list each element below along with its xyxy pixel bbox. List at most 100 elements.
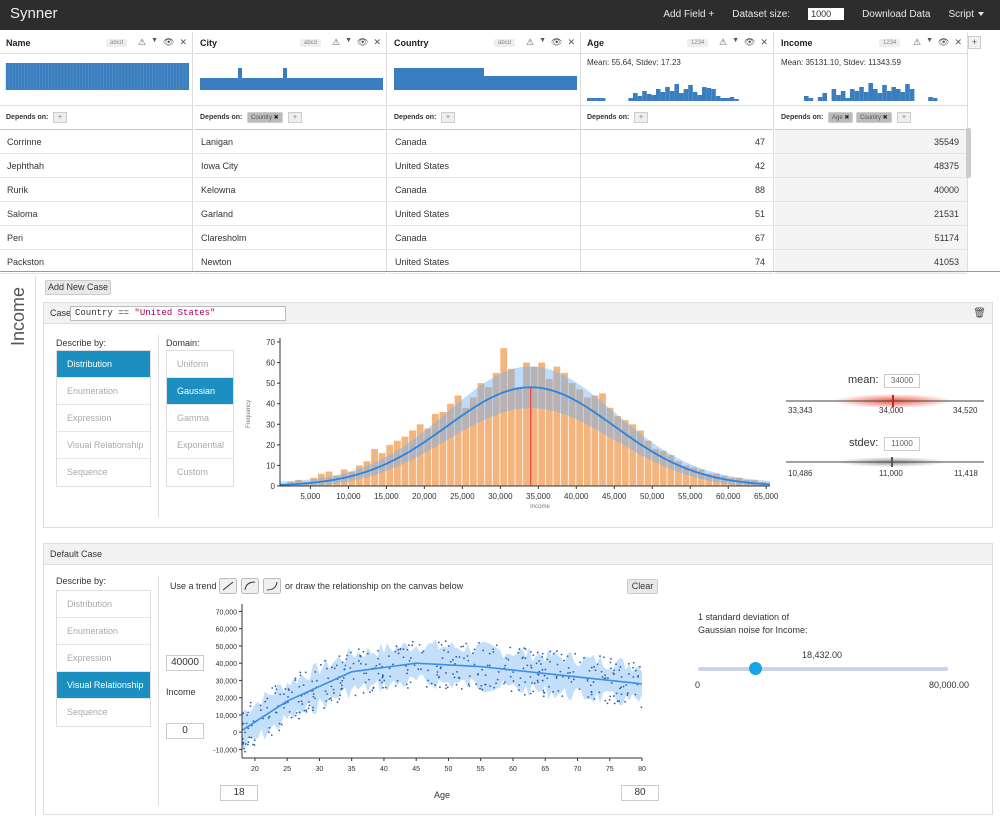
table-cell[interactable]: Corrinne <box>0 130 192 154</box>
table-cell[interactable]: United States <box>388 250 580 274</box>
column-header[interactable]: Age 1234 ⚠ ▼ 👁 ✕ <box>581 32 773 54</box>
close-icon[interactable]: ✕ <box>954 37 962 47</box>
menu-item-exponential[interactable]: Exponential <box>167 432 233 459</box>
table-cell[interactable]: Saloma <box>0 202 192 226</box>
remove-icon[interactable]: ✖ <box>881 115 888 121</box>
linear-trend-button[interactable] <box>219 578 237 594</box>
table-cell[interactable]: United States <box>388 202 580 226</box>
warning-icon[interactable]: ⚠ <box>526 37 535 47</box>
table-cell[interactable]: 42 <box>581 154 773 178</box>
noise-slider-handle[interactable] <box>749 662 762 675</box>
remove-icon[interactable]: ✖ <box>272 115 279 121</box>
eye-icon[interactable]: 👁 <box>551 37 563 47</box>
dataset-size-input[interactable]: 1000 <box>808 8 845 20</box>
menu-item-gaussian[interactable]: Gaussian <box>167 378 233 405</box>
filter-icon[interactable]: ▼ <box>926 37 934 44</box>
concave-trend-button[interactable] <box>241 578 259 594</box>
column-header[interactable]: Name abcd ⚠ ▼ 👁 ✕ <box>0 32 192 54</box>
split-divider[interactable] <box>0 271 1000 272</box>
x-max-input[interactable]: 80 <box>621 785 659 801</box>
table-cell[interactable]: 88 <box>581 178 773 202</box>
table-cell[interactable]: Kelowna <box>194 178 386 202</box>
add-dependency-button[interactable]: + <box>288 112 302 123</box>
menu-item-expression[interactable]: Expression <box>57 645 150 672</box>
menu-item-gamma[interactable]: Gamma <box>167 405 233 432</box>
table-cell[interactable]: Canada <box>388 226 580 250</box>
download-data-button[interactable]: Download Data <box>862 8 931 20</box>
menu-item-enumeration[interactable]: Enumeration <box>57 378 150 405</box>
warning-icon[interactable]: ⚠ <box>913 37 922 47</box>
table-cell[interactable]: Iowa City <box>194 154 386 178</box>
menu-item-sequence[interactable]: Sequence <box>57 459 150 486</box>
table-cell[interactable]: 48375 <box>775 154 967 178</box>
table-cell[interactable]: Newton <box>194 250 386 274</box>
convex-trend-button[interactable] <box>263 578 281 594</box>
eye-icon[interactable]: 👁 <box>163 37 175 47</box>
menu-item-visual-relationship[interactable]: Visual Relationship <box>57 672 150 699</box>
add-dependency-button[interactable]: + <box>441 112 455 123</box>
close-icon[interactable]: ✕ <box>567 37 575 47</box>
table-scrollbar[interactable] <box>966 128 971 178</box>
eye-icon[interactable]: 👁 <box>744 37 756 47</box>
column-header[interactable]: Country abcd ⚠ ▼ 👁 ✕ <box>388 32 580 54</box>
table-cell[interactable]: 21531 <box>775 202 967 226</box>
table-cell[interactable]: 47 <box>581 130 773 154</box>
warning-icon[interactable]: ⚠ <box>719 37 728 47</box>
table-cell[interactable]: 51174 <box>775 226 967 250</box>
add-dependency-button[interactable]: + <box>53 112 67 123</box>
menu-item-expression[interactable]: Expression <box>57 405 150 432</box>
table-cell[interactable]: Peri <box>0 226 192 250</box>
mean-slider[interactable] <box>786 391 984 417</box>
table-cell[interactable]: 67 <box>581 226 773 250</box>
close-icon[interactable]: ✕ <box>373 37 381 47</box>
stdev-slider[interactable] <box>786 454 984 474</box>
filter-icon[interactable]: ▼ <box>539 37 547 44</box>
add-dependency-button[interactable]: + <box>897 112 911 123</box>
table-cell[interactable]: Jephthah <box>0 154 192 178</box>
table-cell[interactable]: Lanigan <box>194 130 386 154</box>
x-min-input[interactable]: 18 <box>220 785 258 801</box>
relationship-canvas[interactable]: -10,000 0 10,000 20,000 30,000 40,000 50,000 60… <box>205 600 655 802</box>
table-cell[interactable]: 51 <box>581 202 773 226</box>
filter-icon[interactable]: ▼ <box>151 37 159 44</box>
menu-item-uniform[interactable]: Uniform <box>167 351 233 378</box>
close-icon[interactable]: ✕ <box>760 37 768 47</box>
y-value-input[interactable]: 40000 <box>166 655 204 671</box>
table-cell[interactable]: Rurik <box>0 178 192 202</box>
table-cell[interactable]: Canada <box>388 178 580 202</box>
table-cell[interactable]: Packston <box>0 250 192 274</box>
clear-button[interactable]: Clear <box>627 579 658 594</box>
noise-slider-track[interactable] <box>698 667 948 671</box>
table-cell[interactable]: United States <box>388 154 580 178</box>
depends-chip[interactable]: Country ✖ <box>247 112 283 123</box>
menu-item-distribution[interactable]: Distribution <box>57 591 150 618</box>
eye-icon[interactable]: 👁 <box>938 37 950 47</box>
remove-icon[interactable]: ✖ <box>842 115 850 121</box>
table-cell[interactable]: Claresholm <box>194 226 386 250</box>
eye-icon[interactable]: 👁 <box>357 37 369 47</box>
y-min-input[interactable]: 0 <box>166 723 204 739</box>
table-cell[interactable]: Garland <box>194 202 386 226</box>
menu-item-enumeration[interactable]: Enumeration <box>57 618 150 645</box>
stdev-input[interactable]: 11000 <box>884 437 920 451</box>
table-cell[interactable]: 41053 <box>775 250 967 274</box>
close-icon[interactable]: ✕ <box>179 37 187 47</box>
table-cell[interactable]: 40000 <box>775 178 967 202</box>
script-menu[interactable]: Script <box>948 9 984 20</box>
filter-icon[interactable]: ▼ <box>732 37 740 44</box>
add-field-button[interactable]: Add Field + <box>663 8 715 20</box>
column-header[interactable]: City abcd ⚠ ▼ 👁 ✕ <box>194 32 386 54</box>
add-dependency-button[interactable]: + <box>634 112 648 123</box>
column-header[interactable]: Income 1234 ⚠ ▼ 👁 ✕ <box>775 32 967 54</box>
table-cell[interactable]: Canada <box>388 130 580 154</box>
depends-chip[interactable]: Country ✖ <box>856 112 892 123</box>
add-new-case-button[interactable]: Add New Case <box>45 280 111 295</box>
warning-icon[interactable]: ⚠ <box>332 37 341 47</box>
menu-item-sequence[interactable]: Sequence <box>57 699 150 726</box>
depends-chip[interactable]: Age ✖ <box>828 112 854 123</box>
warning-icon[interactable]: ⚠ <box>138 37 147 47</box>
table-cell[interactable]: 35549 <box>775 130 967 154</box>
filter-icon[interactable]: ▼ <box>345 37 353 44</box>
menu-item-visual-relationship[interactable]: Visual Relationship <box>57 432 150 459</box>
mean-input[interactable]: 34000 <box>884 374 920 388</box>
